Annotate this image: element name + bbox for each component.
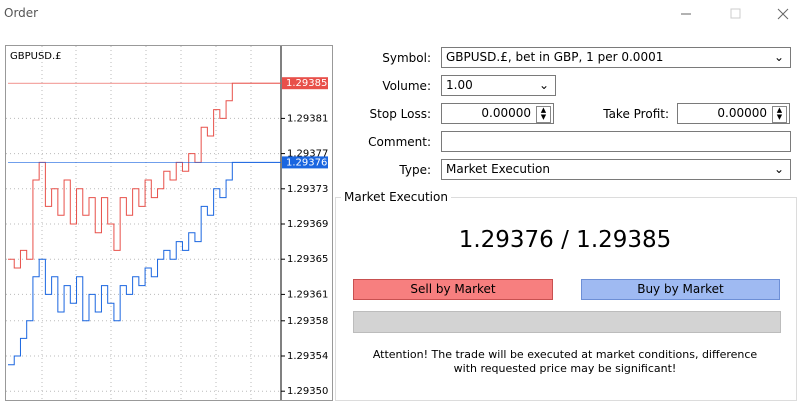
time-grid — [41, 46, 252, 400]
price-tag-label: 1.29385 — [286, 78, 327, 89]
maximize — [730, 8, 741, 19]
symbol-select[interactable]: GBPUSD.£, bet in GBP, 1 per 0.0001 ⌄ — [441, 47, 791, 68]
y-tick-label: 1.29381 — [287, 113, 328, 124]
price-line — [8, 161, 281, 366]
y-tick-label: 1.29361 — [287, 289, 328, 300]
price-tag — [282, 77, 328, 90]
spinner[interactable]: ▲ ▼ — [772, 106, 787, 123]
take-profit-input[interactable]: 0.00000 ▲ ▼ — [677, 103, 790, 124]
type-select[interactable]: Market Execution ⌄ — [441, 159, 791, 180]
label: Comment: — [368, 135, 431, 149]
tick-chart: GBPUSD.£ 1.29381 1.29377 1.29373 1.29369 1.2… — [5, 45, 333, 401]
label: Type: — [399, 163, 431, 177]
label: Symbol: — [382, 51, 431, 65]
value: Market Execution — [446, 162, 550, 176]
y-tick-label: 1.29350 — [287, 386, 328, 397]
y-tick-label: 1.29358 — [287, 316, 328, 327]
value: 1.00 — [446, 78, 473, 92]
volume-select[interactable]: 1.00 ⌄ — [441, 75, 556, 96]
arrow: ⌄ — [773, 50, 784, 64]
label: Stop Loss: — [369, 107, 431, 121]
group-title: Market Execution — [341, 190, 451, 204]
price-tag — [282, 156, 328, 169]
progress-bar — [353, 311, 781, 333]
value: 0.00000 — [717, 106, 767, 120]
prices: 1.29376 / 1.29385 — [458, 227, 672, 253]
y-tick-label: 1.29365 — [287, 254, 328, 265]
attention-text: Attention! The trade will be executed at… — [372, 348, 758, 375]
value: GBPUSD.£, bet in GBP, 1 per 0.0001 — [446, 50, 664, 64]
chart-symbol: GBPUSD.£ — [10, 51, 62, 62]
y-tick-label: 1.29369 — [287, 219, 328, 230]
label: Volume: — [382, 79, 431, 93]
price-tag-label: 1.29376 — [286, 157, 327, 168]
spinner[interactable]: ▲ ▼ — [536, 106, 551, 123]
window-controls — [681, 8, 789, 20]
value: 0.00000 — [481, 106, 531, 120]
sell-button[interactable]: Sell by Market — [353, 279, 553, 300]
stop-loss-input[interactable]: 0.00000 ▲ ▼ — [441, 103, 554, 124]
arrow: ⌄ — [538, 78, 549, 92]
price-line — [8, 82, 281, 269]
buy-button[interactable]: Buy by Market — [581, 279, 780, 300]
comment-input[interactable] — [441, 131, 791, 152]
window-title: Order — [4, 6, 39, 20]
execution-group — [335, 197, 797, 401]
y-tick-label: 1.29377 — [287, 149, 328, 160]
y-tick-label: 1.29373 — [287, 184, 328, 195]
label: Take Profit: — [603, 107, 669, 121]
close[interactable] — [777, 8, 789, 20]
y-tick-label: 1.29354 — [287, 351, 328, 362]
arrow: ⌄ — [773, 162, 784, 176]
